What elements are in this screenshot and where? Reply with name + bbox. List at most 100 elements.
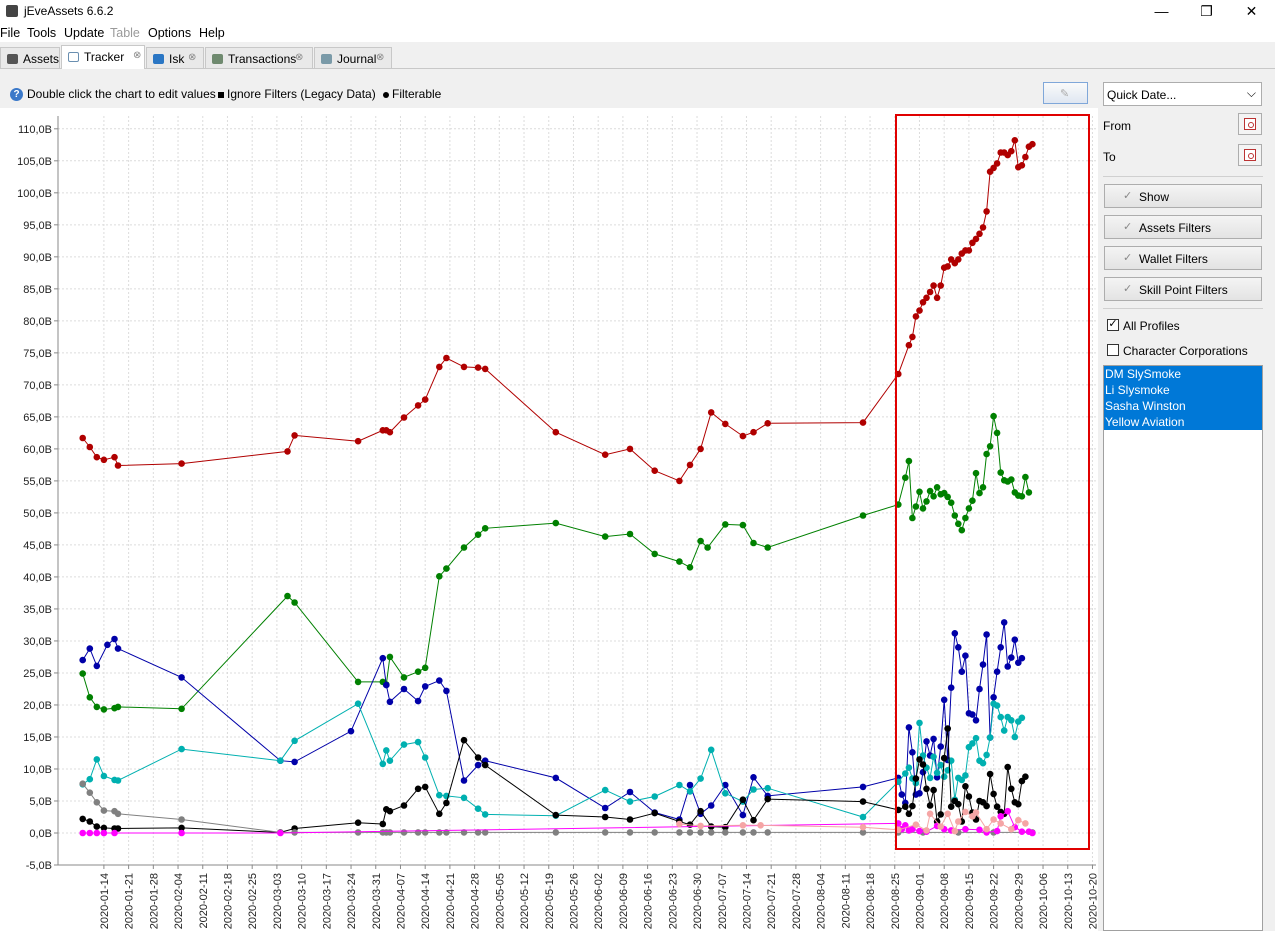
- wallet-filters-button[interactable]: ✓ Wallet Filters: [1104, 246, 1262, 270]
- data-point: [277, 829, 284, 837]
- data-point: [436, 677, 443, 684]
- data-point: [976, 826, 983, 834]
- tab-transactions[interactable]: Transactions ⊗: [205, 47, 313, 68]
- tab-journal[interactable]: Journal ⊗: [314, 47, 392, 68]
- data-point: [895, 370, 902, 378]
- y-tick-label: 50,0B: [23, 508, 52, 520]
- tracker-chart[interactable]: 110,0B 105,0B 100,0B 95,0B 90,0B 85,0B 80,0B 75…: [0, 108, 1098, 931]
- y-tick-label: 15,0B: [23, 732, 52, 744]
- close-tab-icon[interactable]: ⊗: [188, 52, 197, 63]
- data-point: [651, 809, 658, 817]
- close-tab-icon[interactable]: ⊗: [133, 50, 142, 61]
- menu-file[interactable]: File: [0, 26, 21, 40]
- data-point: [764, 795, 771, 803]
- data-point: [739, 521, 747, 529]
- data-point: [739, 811, 747, 819]
- profile-list: DM SlySmoke Li Slysmoke Sasha Winston Ye…: [1103, 365, 1263, 931]
- x-tick-label: 2020-10-20: [1087, 873, 1098, 929]
- data-point: [697, 537, 704, 545]
- data-point: [1008, 147, 1015, 155]
- menu-options[interactable]: Options: [148, 26, 192, 40]
- tab-assets[interactable]: Assets: [0, 47, 60, 68]
- data-point: [707, 829, 715, 836]
- to-date-button[interactable]: [1238, 144, 1262, 166]
- data-point: [178, 745, 185, 753]
- tab-assets-label: Assets: [23, 52, 60, 66]
- menu-update[interactable]: Update: [64, 26, 105, 40]
- data-point: [930, 753, 937, 761]
- data-point: [919, 505, 927, 512]
- from-date-button[interactable]: [1238, 113, 1262, 135]
- close-tab-icon[interactable]: ⊗: [295, 52, 304, 63]
- data-point: [764, 784, 771, 792]
- data-point: [955, 520, 962, 528]
- data-point: [474, 364, 482, 371]
- data-point: [1004, 763, 1011, 771]
- data-point: [481, 811, 489, 818]
- close-window-button[interactable]: ✕: [1245, 3, 1258, 19]
- data-point: [400, 829, 408, 836]
- series-line: [82, 622, 1023, 821]
- list-item[interactable]: Yellow Aviation: [1104, 414, 1262, 430]
- maximize-button[interactable]: ❐: [1200, 3, 1213, 19]
- x-tick-label: 2020-02-18: [222, 873, 234, 929]
- data-point: [386, 653, 394, 661]
- data-point: [895, 820, 902, 827]
- menu-table: Table: [110, 26, 140, 40]
- data-point: [933, 484, 941, 491]
- data-point: [291, 432, 298, 439]
- data-point: [414, 785, 422, 793]
- data-point: [100, 807, 108, 814]
- data-point: [937, 282, 944, 289]
- quick-date-select[interactable]: Quick Date... ⌵: [1103, 82, 1262, 106]
- data-point: [676, 781, 683, 789]
- data-point: [79, 780, 86, 787]
- data-point: [86, 829, 94, 837]
- tab-tracker[interactable]: Tracker ⊗: [61, 45, 145, 69]
- data-point: [926, 810, 934, 818]
- menu-help[interactable]: Help: [199, 26, 225, 40]
- data-point: [414, 402, 422, 409]
- data-point: [976, 685, 983, 693]
- data-point: [930, 786, 937, 794]
- list-item[interactable]: DM SlySmoke: [1104, 366, 1262, 382]
- data-point: [722, 829, 729, 836]
- data-point: [474, 805, 482, 812]
- list-item[interactable]: Sasha Winston: [1104, 398, 1262, 414]
- all-profiles-checkbox[interactable]: ✓: [1107, 318, 1119, 331]
- skill-point-filters-button[interactable]: ✓ Skill Point Filters: [1104, 277, 1262, 301]
- data-point: [940, 754, 948, 762]
- data-point: [1008, 717, 1015, 724]
- menu-tools[interactable]: Tools: [27, 26, 57, 40]
- data-point: [1029, 140, 1036, 148]
- minimize-button[interactable]: —: [1154, 3, 1169, 19]
- character-corporations-checkbox[interactable]: [1107, 344, 1119, 356]
- x-tick-label: 2020-03-03: [272, 873, 284, 929]
- close-tab-icon[interactable]: ⊗: [376, 52, 385, 63]
- data-point: [923, 498, 930, 505]
- y-tick-label: 35,0B: [23, 604, 52, 616]
- data-point: [1000, 619, 1008, 626]
- assets-filters-button[interactable]: ✓ Assets Filters: [1104, 215, 1262, 239]
- data-point: [460, 794, 468, 802]
- data-point: [79, 670, 86, 677]
- data-point: [997, 820, 1004, 827]
- data-point: [944, 725, 951, 732]
- data-point: [1000, 727, 1008, 734]
- edit-button[interactable]: ✎: [1043, 82, 1088, 104]
- tab-isk[interactable]: Isk ⊗: [146, 47, 204, 68]
- data-point: [100, 824, 108, 832]
- x-tick-label: 2020-08-11: [840, 873, 852, 928]
- list-item[interactable]: Li Slysmoke: [1104, 382, 1262, 398]
- data-point: [651, 829, 658, 836]
- data-point: [930, 735, 937, 743]
- data-point: [937, 743, 944, 750]
- show-button[interactable]: ✓ Show: [1104, 184, 1262, 208]
- y-tick-label: 100,0B: [17, 188, 52, 200]
- help-text: Double click the chart to edit values: [27, 87, 216, 101]
- data-point: [955, 818, 962, 825]
- window-title: jEveAssets 6.6.2: [24, 4, 114, 18]
- data-point: [93, 799, 101, 806]
- data-point: [1008, 785, 1015, 793]
- data-point: [178, 674, 185, 681]
